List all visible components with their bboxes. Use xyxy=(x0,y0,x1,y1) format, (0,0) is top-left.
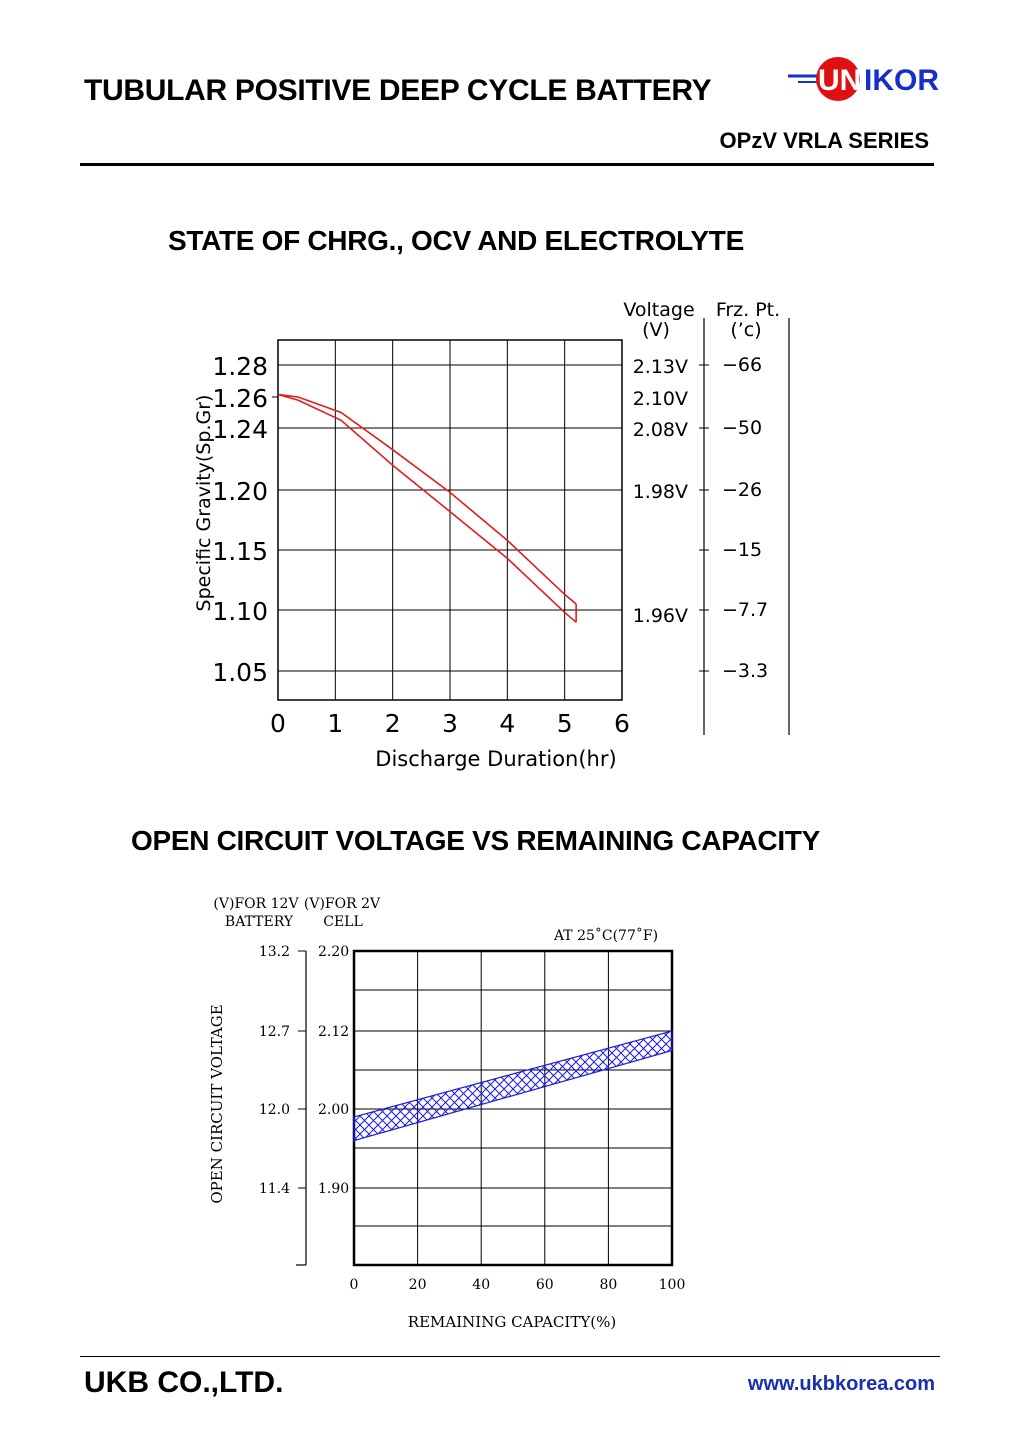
voltage-tick-label: 1.96V xyxy=(633,605,688,627)
svg-text:UN: UN xyxy=(818,64,861,97)
cell-tick-label: 2.20 xyxy=(318,944,349,960)
y-axis-label: OPEN CIRCUIT VOLTAGE xyxy=(208,1004,226,1203)
freeze-tick-label: −7.7 xyxy=(722,599,768,621)
section2-title: OPEN CIRCUIT VOLTAGE VS REMAINING CAPACI… xyxy=(131,825,820,856)
cell-tick-label: 1.90 xyxy=(318,1181,349,1197)
series-subtitle: OPzV VRLA SERIES xyxy=(719,128,929,153)
battery-axis-subtitle: BATTERY xyxy=(225,914,294,930)
battery-tick-label: 12.0 xyxy=(259,1102,290,1118)
voltage-tick-label: 2.08V xyxy=(633,419,688,441)
ocv-band xyxy=(353,1030,673,1142)
x-tick-label: 3 xyxy=(442,709,458,738)
y-axis-label: Specific Gravity(Sp.Gr) xyxy=(193,395,215,612)
cell-tick-label: 2.00 xyxy=(318,1102,349,1118)
freeze-tick-label: −66 xyxy=(722,354,762,376)
voltage-axis-unit: (V) xyxy=(642,319,670,341)
voltage-tick-label: 2.13V xyxy=(633,356,688,378)
specific-gravity-chart: 1.28 1.261.24 1.20 1.15 1.10 1.050 1 2 3 4 5 6 Disch… xyxy=(193,299,790,771)
cell-axis-subtitle: CELL xyxy=(323,914,363,930)
battery-tick-label: 13.2 xyxy=(259,944,290,960)
x-tick-label: 4 xyxy=(499,709,515,738)
section1-title: STATE OF CHRG., OCV AND ELECTROLYTE xyxy=(168,225,744,256)
x-tick-label: 5 xyxy=(557,709,573,738)
sg-curve-2 xyxy=(277,393,577,623)
voltage-tick-label: 2.10V xyxy=(633,388,688,410)
y-tick-label: 1.20 xyxy=(212,477,268,506)
x-axis-label: Discharge Duration(hr) xyxy=(375,747,616,771)
freeze-tick-label: −26 xyxy=(722,479,762,501)
y-tick-label: 1.26 xyxy=(212,384,268,413)
website-link[interactable]: www.ukbkorea.com xyxy=(747,1373,935,1395)
y-tick-label: 1.15 xyxy=(212,537,268,566)
x-axis-label: REMAINING CAPACITY(%) xyxy=(408,1313,616,1331)
battery-tick-label: 12.7 xyxy=(259,1024,290,1040)
x-tick-label: 0 xyxy=(270,709,286,738)
svg-text:IKOR: IKOR xyxy=(864,64,939,97)
x-tick-label: 0 xyxy=(350,1277,359,1293)
voltage-tick-label: 1.98V xyxy=(633,481,688,503)
sg-curve-1 xyxy=(277,393,577,605)
temperature-annotation: AT 25˚C(77˚F) xyxy=(553,927,658,944)
x-tick-label: 1 xyxy=(327,709,343,738)
battery-tick-label: 11.4 xyxy=(259,1181,290,1197)
x-tick-label: 2 xyxy=(385,709,401,738)
company-name: UKB CO.,LTD. xyxy=(84,1366,284,1399)
freeze-axis-title: Frz. Pt. xyxy=(716,299,780,321)
freeze-tick-label: −3.3 xyxy=(722,660,768,682)
y-tick-label: 1.10 xyxy=(212,597,268,626)
y-tick-label: 1.28 xyxy=(212,352,268,381)
x-tick-label: 40 xyxy=(472,1277,490,1293)
x-tick-label: 6 xyxy=(614,709,630,738)
freeze-axis-unit: (’c) xyxy=(730,319,761,341)
header-rule xyxy=(80,163,934,166)
y-tick-label: 1.05 xyxy=(212,658,268,687)
battery-axis-title: (V)FOR 12V xyxy=(213,896,299,912)
plot-frame xyxy=(352,949,674,1267)
x-tick-label: 80 xyxy=(599,1277,617,1293)
cell-axis-title: (V)FOR 2V xyxy=(304,896,381,912)
x-tick-label: 60 xyxy=(536,1277,554,1293)
freeze-tick-label: −50 xyxy=(722,417,762,439)
freeze-tick-label: −15 xyxy=(722,539,762,561)
x-tick-label: 100 xyxy=(659,1277,686,1293)
footer-rule xyxy=(80,1356,940,1357)
ocv-capacity-chart: 13.2 12.7 12.0 11.4 2.20 2.12 2.00 1.90 (V)FOR 1… xyxy=(208,896,686,1331)
y-tick-label: 1.24 xyxy=(212,415,268,444)
cell-tick-label: 2.12 xyxy=(318,1024,349,1040)
x-tick-label: 20 xyxy=(409,1277,427,1293)
voltage-axis-title: Voltage xyxy=(623,299,694,321)
unikor-logo: UN IKOR xyxy=(788,57,939,101)
document-title: TUBULAR POSITIVE DEEP CYCLE BATTERY xyxy=(84,74,712,107)
